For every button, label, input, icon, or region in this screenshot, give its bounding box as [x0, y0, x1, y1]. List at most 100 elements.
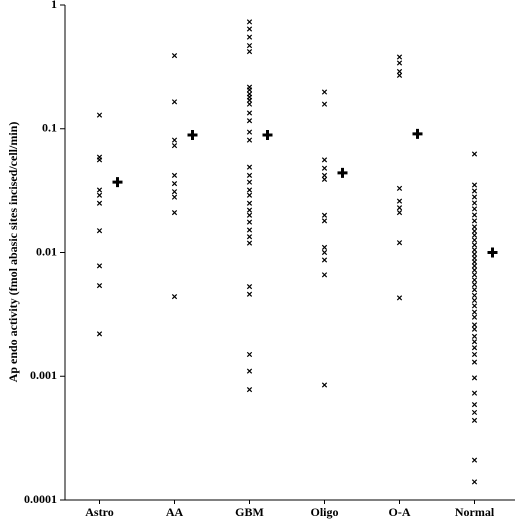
- data-point: [471, 282, 478, 288]
- data-point: [246, 219, 253, 225]
- data-point: [246, 368, 253, 374]
- data-point: [396, 72, 403, 78]
- data-point: [246, 118, 253, 124]
- x-tick-label: Oligo: [310, 505, 338, 519]
- y-tick-label: 0.01: [36, 244, 57, 258]
- data-point: [396, 240, 403, 246]
- data-point: [471, 375, 478, 381]
- y-tick-label: 0.001: [30, 368, 57, 382]
- data-point: [471, 303, 478, 309]
- mean-marker: [337, 167, 348, 178]
- data-point: [246, 192, 253, 198]
- data-point: [471, 359, 478, 365]
- data-point: [471, 401, 478, 408]
- data-point: [396, 68, 403, 75]
- data-point: [321, 218, 328, 224]
- mean-marker: [412, 128, 423, 139]
- data-point: [246, 240, 253, 246]
- data-point: [246, 234, 253, 240]
- y-axis-label: Ap endo activity (fmol abasic sites inci…: [6, 122, 20, 383]
- data-point: [471, 259, 478, 265]
- data-point: [471, 182, 478, 188]
- data-point: [321, 172, 328, 178]
- data-point: [471, 188, 478, 194]
- data-point: [321, 249, 328, 256]
- data-point: [471, 409, 478, 416]
- data-point: [471, 345, 478, 351]
- data-point: [171, 293, 178, 300]
- data-point: [471, 247, 478, 253]
- data-point: [396, 295, 403, 301]
- data-point: [321, 101, 328, 107]
- data-point: [171, 194, 178, 200]
- data-point: [471, 277, 478, 283]
- mean-marker: [187, 130, 198, 141]
- data-point: [246, 291, 253, 297]
- x-tick-label: Normal: [455, 505, 495, 519]
- data-point: [171, 52, 178, 59]
- data-point: [321, 272, 328, 278]
- data-point: [321, 157, 328, 163]
- data-point: [96, 192, 103, 198]
- data-point: [471, 314, 478, 320]
- x-tick-label: O-A: [389, 505, 411, 519]
- data-point: [246, 87, 253, 93]
- data-point: [471, 333, 478, 339]
- data-point: [321, 244, 328, 251]
- data-point: [471, 267, 478, 273]
- data-point: [471, 251, 478, 257]
- data-point: [321, 382, 328, 388]
- data-point: [171, 99, 178, 105]
- data-point: [246, 97, 253, 103]
- data-point: [96, 228, 103, 234]
- data-point: [471, 237, 478, 243]
- data-point: [246, 386, 253, 393]
- y-tick-label: 1: [51, 0, 57, 11]
- data-point: [471, 232, 478, 238]
- data-point: [471, 297, 478, 304]
- data-point: [471, 287, 478, 293]
- data-point: [396, 54, 403, 60]
- data-point: [171, 181, 178, 187]
- data-point: [246, 101, 253, 107]
- data-point: [471, 206, 478, 212]
- data-point: [246, 42, 253, 49]
- data-point: [96, 157, 103, 163]
- data-point: [471, 309, 478, 315]
- data-point: [246, 110, 253, 116]
- data-point: [96, 187, 103, 193]
- data-point: [471, 151, 478, 157]
- data-point: [471, 194, 478, 200]
- data-point: [246, 137, 253, 143]
- data-point: [471, 457, 478, 463]
- data-point: [246, 283, 253, 290]
- data-point: [471, 417, 478, 423]
- data-point: [246, 19, 253, 25]
- data-point: [246, 179, 253, 185]
- data-point: [471, 351, 478, 358]
- data-point: [321, 89, 328, 95]
- data-point: [246, 48, 253, 55]
- data-point: [246, 26, 253, 32]
- data-point: [96, 282, 103, 289]
- x-tick-label: GBM: [235, 505, 264, 519]
- data-point: [471, 272, 478, 278]
- data-point: [471, 263, 478, 269]
- data-point: [471, 224, 478, 230]
- data-point: [246, 207, 253, 213]
- data-point: [471, 228, 478, 234]
- data-point: [471, 479, 478, 485]
- data-point: [396, 198, 403, 204]
- data-point: [246, 227, 253, 233]
- data-point: [471, 326, 478, 332]
- data-point: [471, 292, 478, 299]
- mean-marker: [262, 130, 273, 141]
- data-point: [246, 212, 253, 218]
- data-point: [246, 172, 253, 178]
- data-point: [396, 210, 403, 216]
- data-point: [471, 339, 478, 345]
- x-tick-label: Astro: [85, 505, 113, 519]
- data-point: [471, 322, 478, 328]
- data-point: [471, 218, 478, 224]
